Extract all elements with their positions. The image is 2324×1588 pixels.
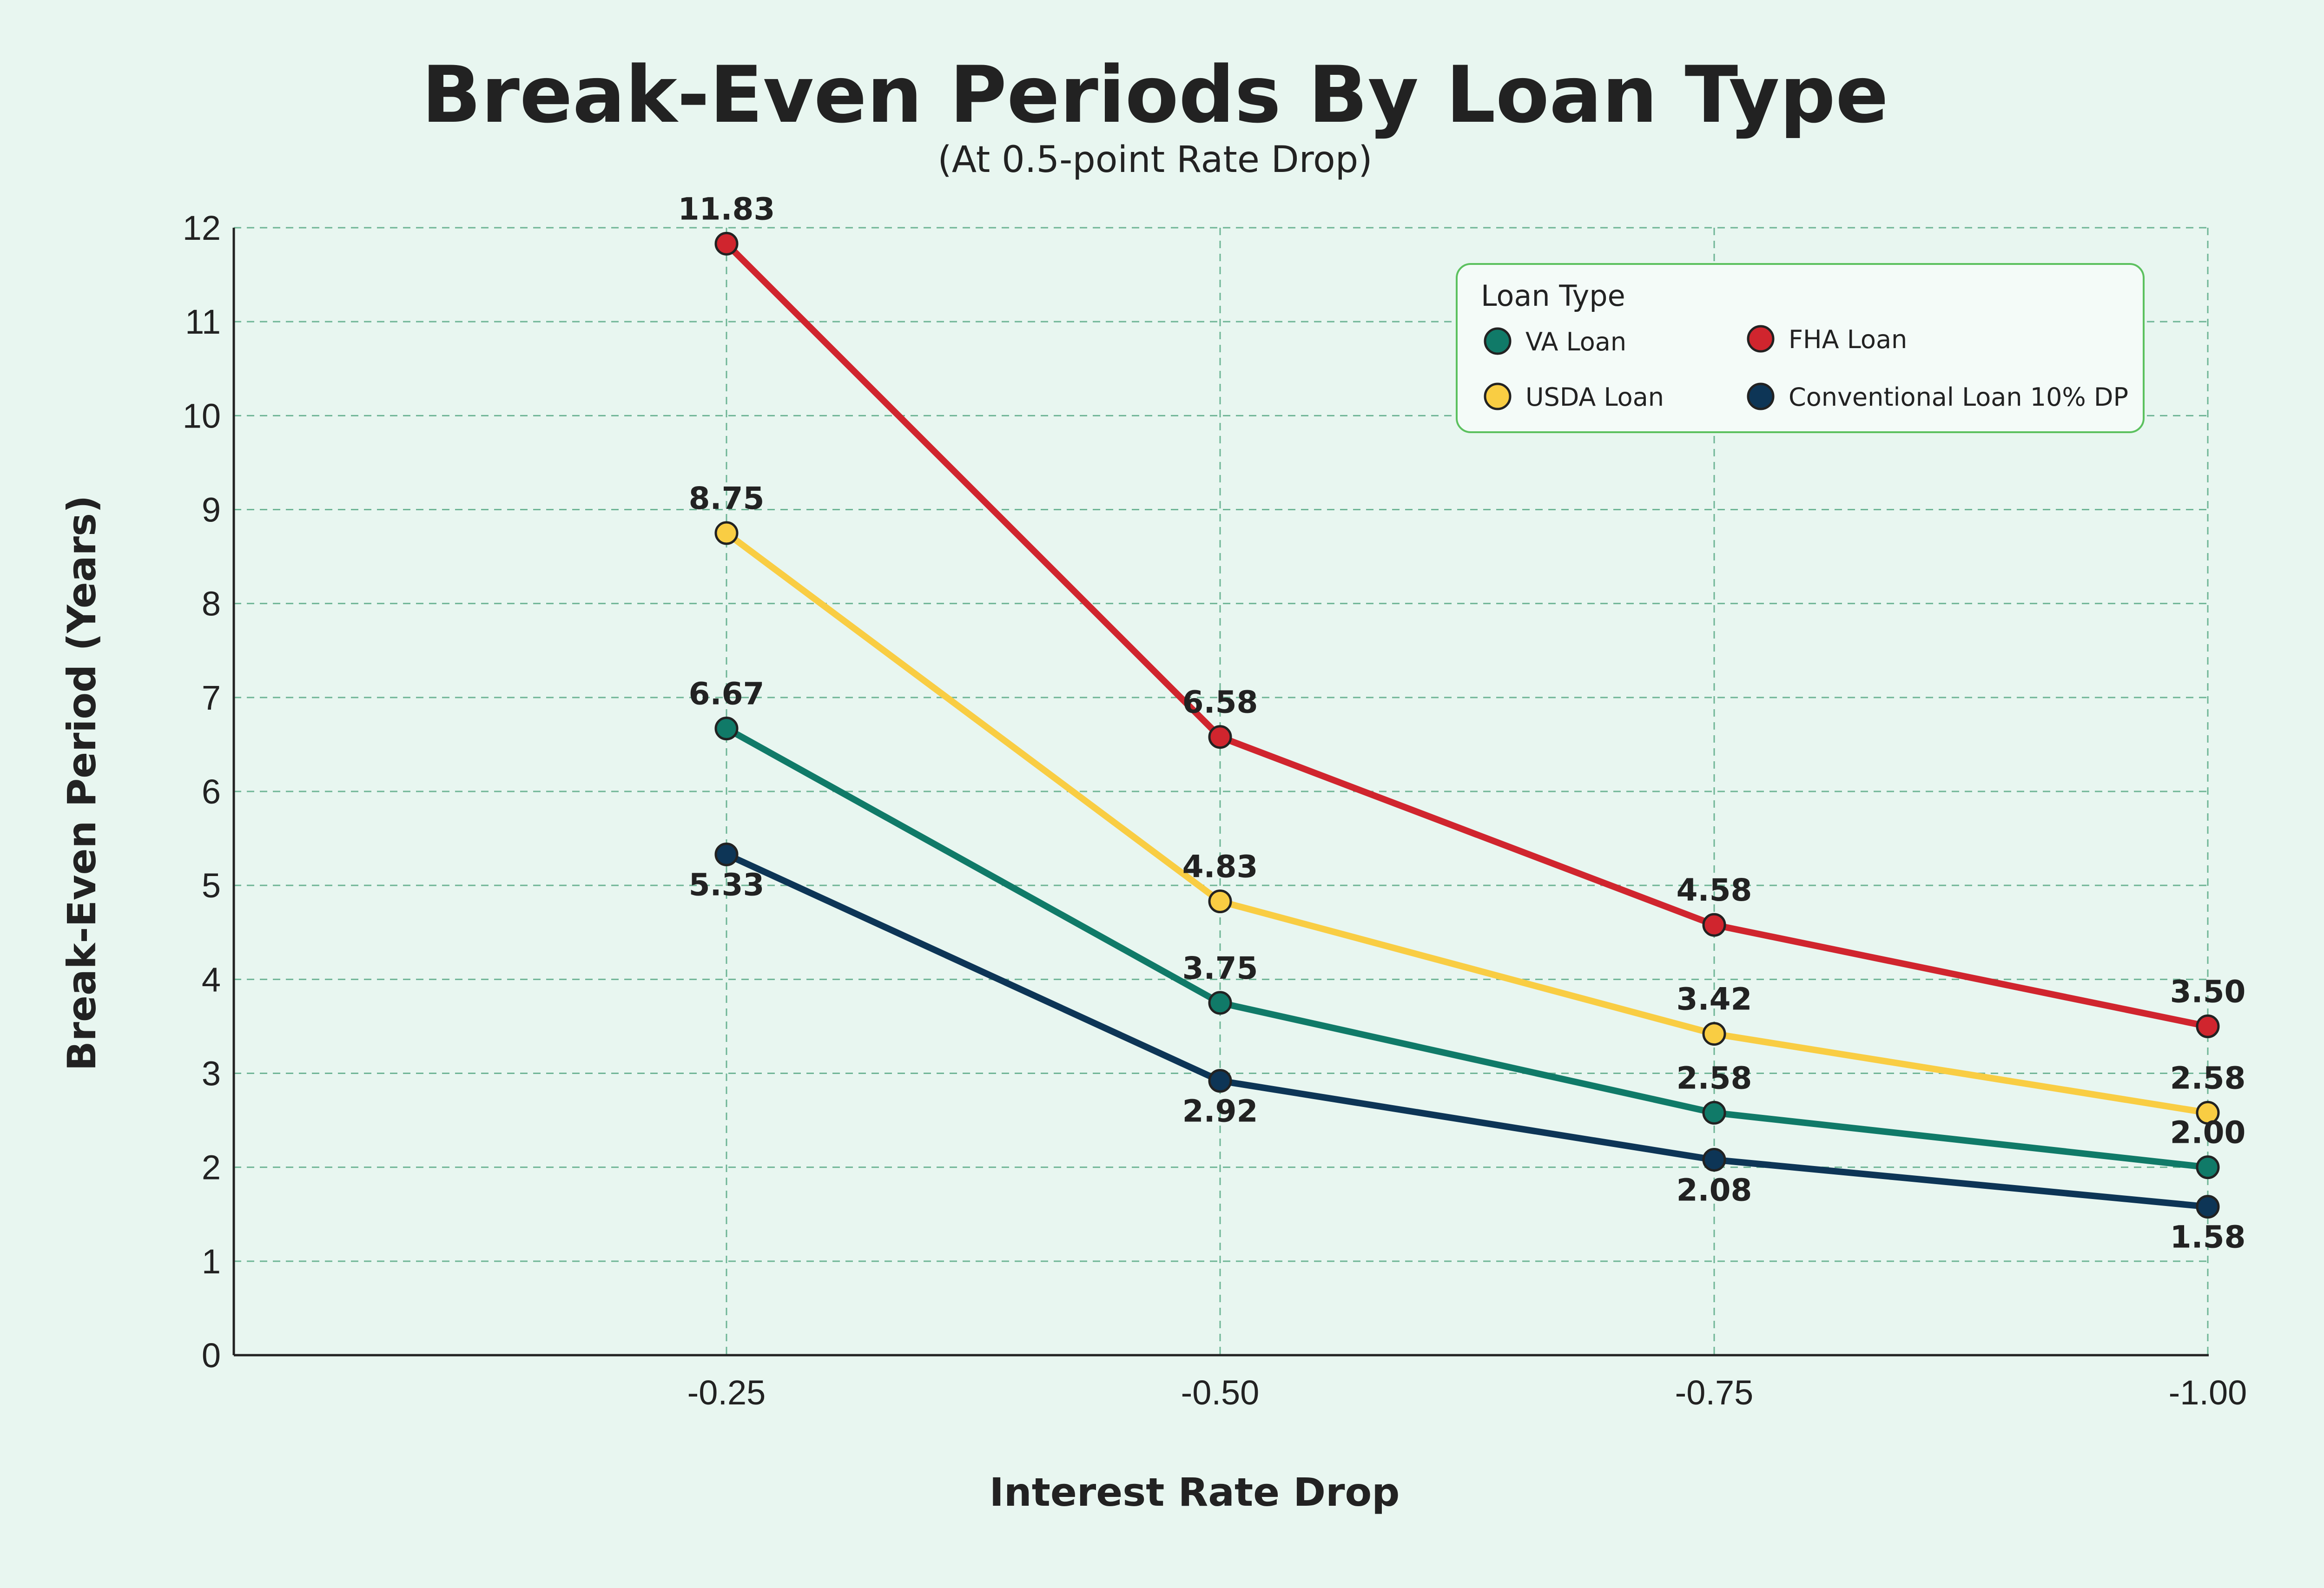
data-label-conventional-loan-10-dp: 2.08 bbox=[1677, 1172, 1752, 1208]
y-tick-label: 0 bbox=[202, 1336, 221, 1375]
data-point-usda-loan bbox=[714, 521, 739, 545]
data-labels: 11.83 6.58 4.58 3.50 8.75 4.83 3.42 2.58 6.67 3.7… bbox=[678, 191, 2246, 1255]
y-tick-label: 11 bbox=[185, 303, 221, 341]
data-point-usda-loan bbox=[1208, 890, 1232, 914]
axes bbox=[232, 228, 2209, 1357]
data-point-fha-loan bbox=[1208, 725, 1232, 749]
legend-marker-va-loan bbox=[1484, 327, 1512, 355]
y-tick-label: 5 bbox=[202, 866, 221, 905]
data-point-va-loan bbox=[1208, 991, 1232, 1015]
data-point-va-loan bbox=[714, 717, 739, 741]
data-label-conventional-loan-10-dp: 5.33 bbox=[689, 867, 765, 903]
x-tick-label: -0.75 bbox=[1675, 1373, 1754, 1412]
legend-marker-usda-loan bbox=[1484, 382, 1512, 410]
data-point-usda-loan bbox=[2196, 1100, 2220, 1125]
y-tick-label: 2 bbox=[202, 1148, 221, 1187]
series-layer bbox=[714, 231, 2220, 1219]
data-label-va-loan: 3.75 bbox=[1182, 950, 1258, 986]
data-point-fha-loan bbox=[1702, 913, 1726, 937]
data-label-conventional-loan-10-dp: 2.92 bbox=[1182, 1094, 1258, 1129]
y-tick-label: 6 bbox=[202, 772, 221, 811]
data-point-va-loan bbox=[2196, 1155, 2220, 1179]
series-line-conventional-loan-10-dp bbox=[723, 851, 2211, 1210]
data-label-fha-loan: 6.58 bbox=[1182, 685, 1258, 720]
legend-box bbox=[1456, 263, 2145, 433]
y-tick-label: 3 bbox=[202, 1054, 221, 1093]
x-tick-label: -0.25 bbox=[687, 1373, 766, 1412]
data-point-va-loan bbox=[1702, 1100, 1726, 1125]
x-tick-label: -0.50 bbox=[1181, 1373, 1260, 1412]
data-label-usda-loan: 4.83 bbox=[1182, 849, 1258, 885]
series-line-va-loan bbox=[723, 725, 2211, 1171]
data-label-fha-loan: 11.83 bbox=[678, 191, 775, 227]
legend-label-conventional-loan-10-dp: Conventional Loan 10% DP bbox=[1789, 382, 2128, 412]
data-point-fha-loan bbox=[2196, 1014, 2220, 1038]
y-tick-label: 4 bbox=[202, 960, 221, 999]
chart-title: Break-Even Periods By Loan Type bbox=[422, 49, 1888, 140]
data-label-fha-loan: 4.58 bbox=[1677, 872, 1752, 908]
series-line-fha-loan bbox=[723, 240, 2211, 1030]
legend-label-usda-loan: USDA Loan bbox=[1525, 382, 1664, 412]
x-tick-labels: -0.25 -0.50 -0.75 -1.00 bbox=[687, 1373, 2247, 1412]
data-label-fha-loan: 3.50 bbox=[2170, 974, 2246, 1009]
series-line-usda-loan bbox=[723, 530, 2211, 1116]
legend-marker-fha-loan bbox=[1747, 325, 1775, 353]
y-tick-label: 7 bbox=[202, 679, 221, 717]
legend-title: Loan Type bbox=[1481, 279, 1625, 313]
legend-label-va-loan: VA Loan bbox=[1525, 327, 1626, 356]
data-point-conventional-loan-10-dp bbox=[714, 842, 739, 866]
data-label-usda-loan: 8.75 bbox=[689, 481, 765, 516]
data-label-conventional-loan-10-dp: 1.58 bbox=[2170, 1219, 2246, 1255]
data-point-usda-loan bbox=[1702, 1022, 1726, 1046]
data-label-va-loan: 6.67 bbox=[689, 676, 765, 712]
legend: Loan Type VA Loan FHA Loan USDA Loan Conven… bbox=[1456, 263, 2145, 433]
data-label-usda-loan: 2.58 bbox=[2170, 1060, 2246, 1096]
legend-label-fha-loan: FHA Loan bbox=[1789, 325, 1907, 354]
data-point-conventional-loan-10-dp bbox=[1702, 1147, 1726, 1172]
y-axis-title: Break-Even Period (Years) bbox=[59, 495, 105, 1071]
y-tick-label: 10 bbox=[183, 396, 221, 435]
data-label-va-loan: 2.58 bbox=[1677, 1060, 1752, 1096]
data-point-conventional-loan-10-dp bbox=[2196, 1195, 2220, 1219]
data-label-usda-loan: 3.42 bbox=[1677, 982, 1752, 1017]
y-tick-label: 12 bbox=[183, 209, 221, 247]
y-tick-label: 9 bbox=[202, 491, 221, 529]
y-tick-label: 8 bbox=[202, 585, 221, 623]
x-axis-title: Interest Rate Drop bbox=[990, 1469, 1400, 1515]
data-point-conventional-loan-10-dp bbox=[1208, 1069, 1232, 1093]
x-tick-label: -1.00 bbox=[2169, 1373, 2247, 1412]
data-point-fha-loan bbox=[714, 231, 739, 256]
data-label-va-loan: 2.00 bbox=[2170, 1115, 2246, 1151]
legend-marker-conventional-loan-10-dp bbox=[1747, 382, 1775, 410]
chart-subtitle: (At 0.5-point Rate Drop) bbox=[938, 139, 1372, 181]
y-tick-label: 1 bbox=[202, 1242, 221, 1281]
